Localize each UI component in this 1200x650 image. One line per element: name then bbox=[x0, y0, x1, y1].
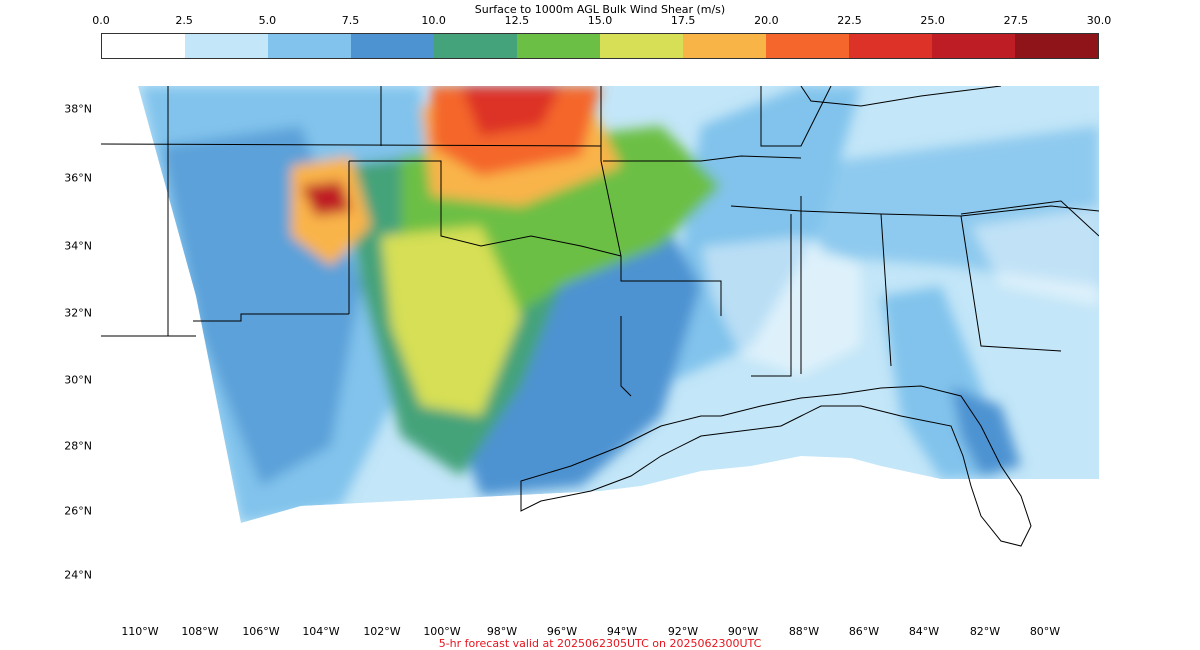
colorbar-tick-label: 20.0 bbox=[754, 14, 779, 27]
longitude-label: 96°W bbox=[546, 625, 578, 638]
colorbar-segment bbox=[268, 34, 351, 58]
longitude-label: 108°W bbox=[181, 625, 219, 638]
colorbar-segment bbox=[600, 34, 683, 58]
latitude-label: 34°N bbox=[64, 239, 92, 253]
colorbar-segment bbox=[932, 34, 1015, 58]
colorbar-segment bbox=[766, 34, 849, 58]
gulf-blank-area bbox=[101, 456, 1099, 618]
longitude-label: 84°W bbox=[908, 625, 940, 638]
colorbar-tick-label: 0.0 bbox=[92, 14, 110, 27]
colorbar-segment bbox=[434, 34, 517, 58]
longitude-label: 98°W bbox=[486, 625, 518, 638]
longitude-label: 86°W bbox=[848, 625, 880, 638]
longitude-label: 106°W bbox=[242, 625, 280, 638]
colorbar-tick-labels: 0.0 2.5 5.0 7.5 10.0 12.5 15.0 17.5 20.0 22.5 25.0… bbox=[0, 14, 1200, 30]
latitude-label: 24°N bbox=[64, 568, 92, 582]
colorbar-segment bbox=[102, 34, 185, 58]
longitude-label: 90°W bbox=[727, 625, 759, 638]
map-panel bbox=[101, 86, 1099, 618]
colorbar-tick-label: 22.5 bbox=[837, 14, 862, 27]
longitude-label: 102°W bbox=[363, 625, 401, 638]
colorbar-tick-label: 30.0 bbox=[1086, 14, 1112, 27]
colorbar-segment bbox=[517, 34, 600, 58]
state-borders bbox=[101, 86, 1099, 397]
colorbar-tick-label: 17.5 bbox=[670, 14, 696, 27]
longitude-label: 100°W bbox=[423, 625, 461, 638]
shear-field bbox=[138, 86, 1099, 523]
colorbar-tick-label: 27.5 bbox=[1003, 14, 1029, 27]
longitude-label: 92°W bbox=[667, 625, 699, 638]
colorbar-tick-label: 25.0 bbox=[920, 14, 945, 27]
colorbar-segment bbox=[1015, 34, 1098, 58]
forecast-valid-caption: 5-hr forecast valid at 2025062305UTC on … bbox=[438, 637, 762, 650]
latitude-label: 36°N bbox=[64, 171, 92, 185]
colorbar-segment bbox=[185, 34, 268, 58]
latitude-label: 38°N bbox=[64, 102, 92, 116]
colorbar-tick-label: 10.0 bbox=[421, 14, 446, 27]
colorbar-tick-label: 7.5 bbox=[341, 14, 360, 27]
latitude-label: 30°N bbox=[64, 373, 92, 387]
longitude-label: 110°W bbox=[121, 625, 159, 638]
longitude-label: 80°W bbox=[1029, 625, 1061, 638]
gulf-coastline bbox=[520, 385, 1032, 547]
longitude-label: 94°W bbox=[606, 625, 638, 638]
wind-shear-map bbox=[101, 86, 1099, 618]
colorbar-tick-label: 15.0 bbox=[587, 14, 613, 27]
latitude-label: 26°N bbox=[64, 504, 92, 518]
latitude-label: 28°N bbox=[64, 439, 92, 453]
longitude-label: 82°W bbox=[969, 625, 1001, 638]
colorbar-title: Surface to 1000m AGL Bulk Wind Shear (m/… bbox=[474, 3, 726, 16]
colorbar-tick-label: 2.5 bbox=[175, 14, 193, 27]
colorbar-tick-label: 12.5 bbox=[504, 14, 530, 27]
longitude-label: 88°W bbox=[788, 625, 820, 638]
colorbar-tick-label: 5.0 bbox=[258, 14, 277, 27]
colorbar-segment bbox=[351, 34, 434, 58]
latitude-label: 32°N bbox=[64, 306, 92, 320]
colorbar bbox=[101, 33, 1099, 59]
longitude-label: 104°W bbox=[302, 625, 340, 638]
colorbar-segment bbox=[849, 34, 932, 58]
colorbar-segment bbox=[683, 34, 766, 58]
